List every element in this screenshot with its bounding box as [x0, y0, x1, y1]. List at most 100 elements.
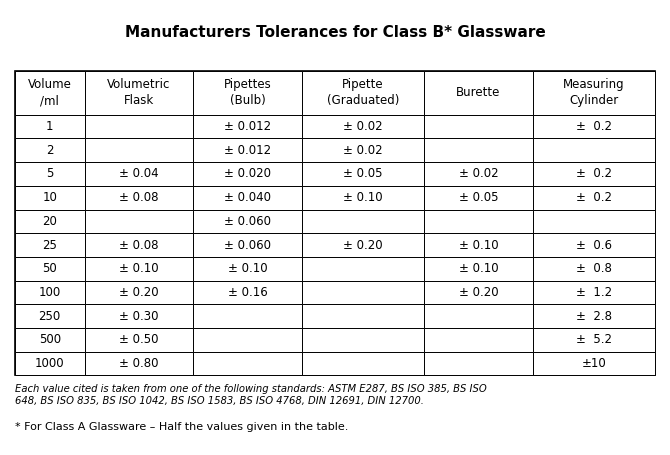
Text: Measuring
Cylinder: Measuring Cylinder [563, 78, 625, 107]
Bar [193, 328, 302, 352]
Bar [84, 281, 193, 304]
Text: 1: 1 [46, 120, 54, 133]
Bar [193, 115, 302, 138]
Bar [15, 328, 84, 352]
Text: ± 0.10: ± 0.10 [459, 262, 498, 275]
Text: ± 0.05: ± 0.05 [343, 167, 383, 181]
Bar [15, 71, 655, 375]
Bar [424, 281, 533, 304]
Text: ± 0.50: ± 0.50 [119, 334, 159, 346]
Text: ± 0.040: ± 0.040 [224, 191, 271, 204]
Bar [424, 304, 533, 328]
Bar [533, 186, 655, 209]
Bar [15, 281, 84, 304]
Text: ±  0.2: ± 0.2 [576, 120, 612, 133]
Bar [533, 328, 655, 352]
Bar [424, 162, 533, 186]
Text: ± 0.10: ± 0.10 [343, 191, 383, 204]
Bar [193, 233, 302, 257]
Text: Manufacturers Tolerances for Class B* Glassware: Manufacturers Tolerances for Class B* Gl… [125, 25, 545, 40]
Text: Pipette
(Graduated): Pipette (Graduated) [327, 78, 399, 107]
Bar [193, 162, 302, 186]
Bar [15, 71, 84, 115]
Text: ± 0.02: ± 0.02 [343, 120, 383, 133]
Bar [84, 328, 193, 352]
Text: ± 0.20: ± 0.20 [343, 238, 383, 252]
Bar [302, 233, 424, 257]
Bar [193, 71, 302, 115]
Text: * For Class A Glassware – Half the values given in the table.: * For Class A Glassware – Half the value… [15, 422, 348, 432]
Text: 250: 250 [39, 310, 61, 323]
Text: Volume
/ml: Volume /ml [27, 78, 72, 107]
Text: ±10: ±10 [582, 357, 606, 370]
Text: ± 0.060: ± 0.060 [224, 238, 271, 252]
Text: ± 0.20: ± 0.20 [459, 286, 498, 299]
Bar [424, 233, 533, 257]
Text: 1000: 1000 [35, 357, 64, 370]
Text: 2: 2 [46, 144, 54, 157]
Text: ± 0.02: ± 0.02 [459, 167, 498, 181]
Text: Burette: Burette [456, 86, 500, 99]
Bar [15, 304, 84, 328]
Text: ± 0.08: ± 0.08 [119, 191, 159, 204]
Bar [193, 352, 302, 375]
Bar [193, 138, 302, 162]
Bar [84, 209, 193, 233]
Text: ±  5.2: ± 5.2 [576, 334, 612, 346]
Bar [424, 186, 533, 209]
Bar [424, 257, 533, 281]
Bar [84, 233, 193, 257]
Bar [302, 115, 424, 138]
Bar [533, 162, 655, 186]
Text: ± 0.012: ± 0.012 [224, 120, 271, 133]
Text: ± 0.08: ± 0.08 [119, 238, 159, 252]
Bar [84, 71, 193, 115]
Bar [15, 233, 84, 257]
Bar [533, 71, 655, 115]
Text: 500: 500 [39, 334, 61, 346]
Bar [15, 209, 84, 233]
Bar [533, 281, 655, 304]
Bar [533, 257, 655, 281]
Text: ±  1.2: ± 1.2 [576, 286, 612, 299]
Bar [302, 257, 424, 281]
Text: ± 0.05: ± 0.05 [459, 191, 498, 204]
Text: ± 0.10: ± 0.10 [228, 262, 267, 275]
Bar [15, 352, 84, 375]
Text: ± 0.10: ± 0.10 [119, 262, 159, 275]
Text: ± 0.30: ± 0.30 [119, 310, 159, 323]
Bar [15, 257, 84, 281]
Bar [84, 257, 193, 281]
Bar [533, 209, 655, 233]
Bar [302, 162, 424, 186]
Text: 5: 5 [46, 167, 54, 181]
Text: ± 0.02: ± 0.02 [343, 144, 383, 157]
Text: 50: 50 [42, 262, 57, 275]
Text: ±  0.8: ± 0.8 [576, 262, 612, 275]
Bar [15, 162, 84, 186]
Bar [302, 328, 424, 352]
Bar [193, 304, 302, 328]
Bar [84, 352, 193, 375]
Bar [424, 115, 533, 138]
Text: ± 0.80: ± 0.80 [119, 357, 159, 370]
Bar [84, 115, 193, 138]
Text: ± 0.10: ± 0.10 [459, 238, 498, 252]
Bar [193, 257, 302, 281]
Text: 10: 10 [42, 191, 57, 204]
Text: Volumetric
Flask: Volumetric Flask [107, 78, 171, 107]
Text: 20: 20 [42, 215, 57, 228]
Text: ±  0.6: ± 0.6 [576, 238, 612, 252]
Text: ±  2.8: ± 2.8 [576, 310, 612, 323]
Text: 100: 100 [39, 286, 61, 299]
Bar [84, 162, 193, 186]
Bar [533, 352, 655, 375]
Bar [15, 115, 84, 138]
Bar [302, 209, 424, 233]
Text: ± 0.020: ± 0.020 [224, 167, 271, 181]
Bar [424, 71, 533, 115]
Bar [424, 328, 533, 352]
Text: Each value cited is taken from one of the following standards: ASTM E287, BS ISO: Each value cited is taken from one of th… [15, 384, 486, 406]
Bar [424, 352, 533, 375]
Bar [302, 71, 424, 115]
